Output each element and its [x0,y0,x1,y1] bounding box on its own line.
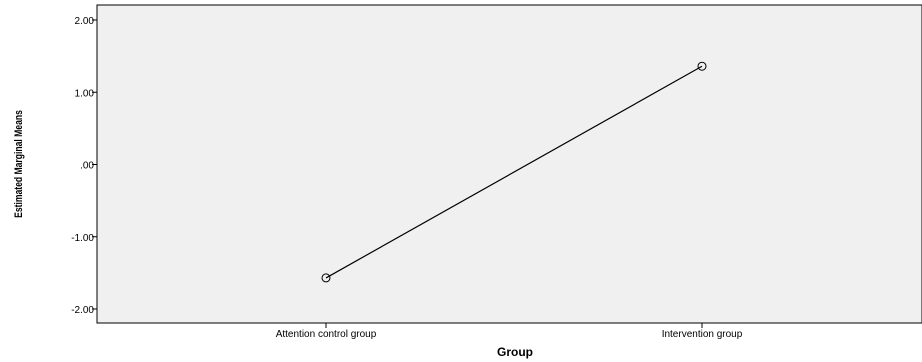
y-tick-label: -1.00 [71,233,94,244]
plot-area [96,4,922,324]
y-axis: 2.00 1.00 .00 -1.00 -2.00 [71,16,97,316]
y-axis-title: Estimated Marginal Means [13,110,25,218]
x-axis: Attention control group Intervention grou… [276,323,743,340]
x-tick-label: Attention control group [276,329,377,340]
y-tick-label: 2.00 [75,16,95,27]
data-point-marker [321,273,331,283]
x-tick-label: Intervention group [662,329,743,340]
series-line [325,65,703,279]
y-tick-label: .00 [80,161,94,172]
data-point-marker [697,61,707,71]
x-axis-title: Group [497,345,533,359]
y-tick-label: -2.00 [71,305,94,316]
series-line-group [321,61,707,283]
y-tick-label: 1.00 [75,88,95,99]
